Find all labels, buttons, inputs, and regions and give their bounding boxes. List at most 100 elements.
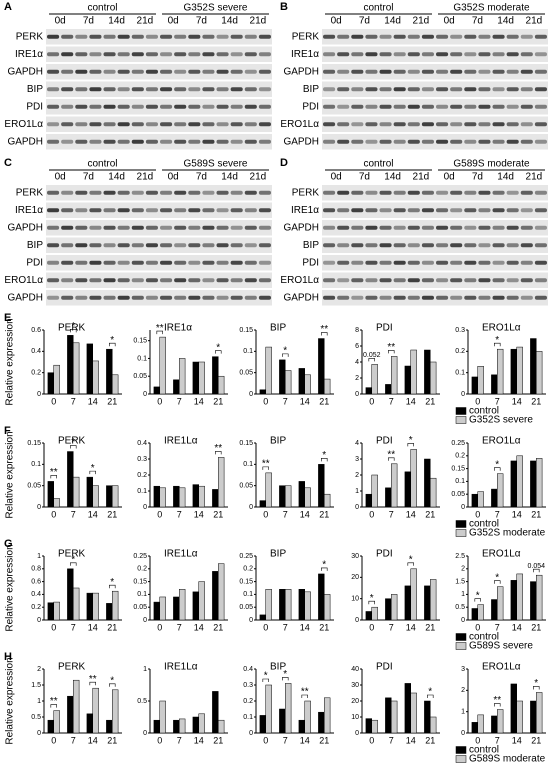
- sig-bracket: [533, 686, 540, 690]
- blot-band: [160, 139, 173, 144]
- sig-bracket: [388, 350, 395, 354]
- bar: [510, 580, 517, 621]
- y-tick-label: 0.6: [31, 327, 41, 334]
- blot-band: [393, 87, 406, 92]
- blot-band: [230, 225, 243, 230]
- blot-band: [75, 104, 88, 109]
- blot-band: [337, 52, 350, 57]
- x-tick-label: 21: [319, 735, 329, 745]
- x-tick-label: 0: [263, 509, 268, 519]
- blot-band: [160, 34, 173, 39]
- blot-strip: [46, 64, 272, 80]
- blot-band: [379, 122, 392, 127]
- x-tick-label: 7: [177, 622, 182, 632]
- sig-label: *: [409, 554, 413, 565]
- chart-title: IRE1Lα: [164, 549, 198, 560]
- y-tick-label: 30: [351, 682, 359, 689]
- y-tick-label: 0.15: [133, 578, 147, 585]
- blot-band: [89, 122, 102, 127]
- chart-title: PERK: [58, 323, 86, 334]
- legend-label: G352S moderate: [469, 528, 546, 539]
- blot-band: [230, 260, 243, 265]
- x-tick-label: 21: [531, 735, 541, 745]
- y-tick-label: 8: [355, 327, 359, 334]
- blot-band: [407, 243, 420, 248]
- blot-band: [75, 278, 88, 283]
- bar: [404, 365, 411, 395]
- blot-band: [103, 260, 116, 265]
- blot-strip: [46, 290, 272, 306]
- bar: [92, 687, 99, 734]
- bar: [73, 587, 80, 621]
- blot-band: [174, 243, 187, 248]
- blot-band: [160, 278, 173, 283]
- group-label: G589S severe: [184, 159, 248, 170]
- blot-band: [174, 34, 187, 39]
- blot-band: [464, 225, 477, 230]
- sig-bracket: [494, 703, 501, 707]
- bar: [86, 592, 94, 621]
- panel-letter: E: [4, 312, 11, 324]
- group-label: control: [363, 3, 393, 14]
- y-tick-label: 0: [355, 617, 359, 624]
- group-label: control: [363, 159, 393, 170]
- blot-band: [202, 208, 215, 213]
- blot-band: [436, 52, 449, 57]
- sig-bracket: [282, 677, 289, 681]
- blot-band: [450, 208, 463, 213]
- sig-label: **: [50, 696, 58, 707]
- y-axis-label: Relative expression: [5, 657, 16, 744]
- sig-label: *: [409, 435, 413, 446]
- blot-band: [506, 278, 519, 283]
- y-tick-label: 1.5: [31, 682, 41, 689]
- x-tick-label: 0: [157, 396, 162, 406]
- blot-band: [258, 69, 271, 74]
- blot-band: [534, 139, 547, 144]
- bar: [471, 722, 478, 734]
- blot-band: [534, 34, 547, 39]
- blot-band: [61, 139, 74, 144]
- blot-band: [492, 87, 505, 92]
- chart-title: PDI: [376, 662, 393, 673]
- panel-letter: F: [4, 425, 11, 437]
- x-tick-label: 7: [71, 622, 76, 632]
- blot-band: [244, 190, 257, 195]
- blot-band: [337, 87, 350, 92]
- day-label: 21d: [526, 16, 543, 27]
- blot-band: [244, 69, 257, 74]
- blot-band: [464, 243, 477, 248]
- blot-band: [174, 122, 187, 127]
- blot-band: [202, 278, 215, 283]
- blot-band: [464, 34, 477, 39]
- x-tick-label: 14: [194, 735, 204, 745]
- y-tick-label: 0.1: [137, 591, 147, 598]
- chart-title: PDI: [376, 323, 393, 334]
- bar: [285, 589, 292, 621]
- blot-band: [244, 104, 257, 109]
- blot-band: [506, 295, 519, 300]
- blot-band: [47, 243, 60, 248]
- x-tick-label: 14: [300, 509, 310, 519]
- blot-band: [492, 260, 505, 265]
- bar: [324, 594, 331, 621]
- bar: [471, 493, 478, 508]
- y-tick-label: 0.1: [243, 348, 253, 355]
- day-label: 7d: [83, 16, 94, 27]
- blot-band: [145, 34, 158, 39]
- blot-band: [61, 243, 74, 248]
- bar: [259, 614, 266, 621]
- sig-bracket: [321, 458, 328, 462]
- legend-label: control: [469, 519, 499, 530]
- blot-band: [520, 225, 533, 230]
- blot-band: [89, 278, 102, 283]
- blot-band: [47, 278, 60, 283]
- blot-band: [131, 243, 144, 248]
- blot-band: [202, 52, 215, 57]
- blot-band: [244, 295, 257, 300]
- chart-title: PERK: [58, 662, 86, 673]
- bar: [365, 387, 372, 395]
- x-tick-label: 14: [194, 396, 204, 406]
- blot-band: [421, 225, 434, 230]
- blot-band: [478, 69, 491, 74]
- bar: [497, 709, 504, 734]
